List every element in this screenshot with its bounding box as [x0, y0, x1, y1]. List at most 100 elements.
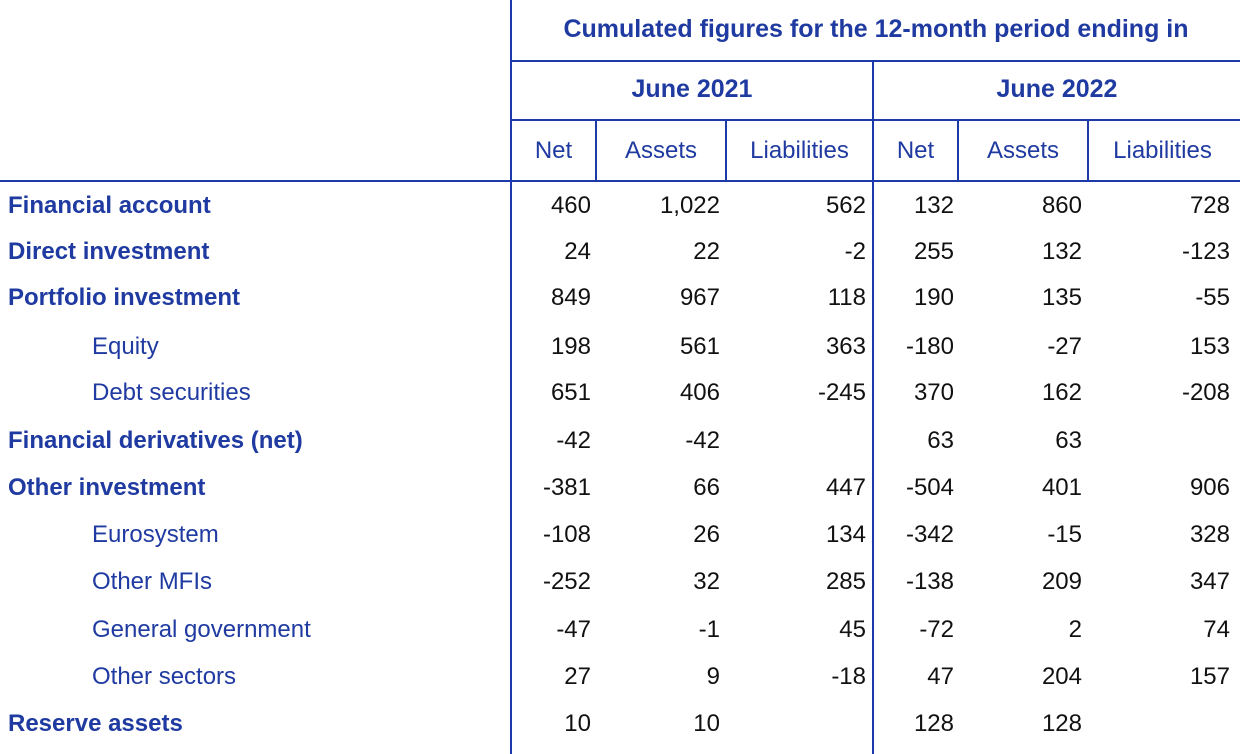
cell-value: -42	[685, 427, 720, 454]
cell-value: 401	[1041, 474, 1082, 501]
cell-value: 190	[913, 284, 954, 311]
col-liabilities-2022: Liabilities	[1113, 137, 1212, 164]
cell-value: -1	[698, 616, 720, 643]
cell-value: 22	[693, 238, 720, 265]
cell-value: 27	[564, 663, 591, 690]
cell-value: 906	[1189, 474, 1230, 501]
cell-value: 2	[1068, 616, 1082, 643]
cell-value: 860	[1041, 192, 1082, 219]
cell-value: 128	[1041, 710, 1082, 737]
cell-value: -108	[542, 521, 591, 548]
cell-value: 45	[839, 616, 866, 643]
cell-value: 153	[1189, 333, 1230, 360]
cell-value: 134	[825, 521, 866, 548]
col-assets-2022: Assets	[986, 137, 1060, 164]
row-label: Other sectors	[92, 663, 237, 690]
row-label: Reserve assets	[8, 710, 183, 737]
row-label: Equity	[92, 333, 159, 360]
cell-value: 849	[550, 284, 591, 311]
table-row: Equity 198 561 363 -180 -27 153	[0, 324, 1240, 370]
table-row: General government -47 -1 45 -72 2 74	[0, 607, 1240, 653]
cell-value: 255	[913, 238, 954, 265]
cell-value: -504	[905, 474, 954, 501]
cell-value: -18	[831, 663, 866, 690]
rule-under-title	[510, 60, 1240, 62]
table-row: Financial account 460 1,022 562 132 860 728	[0, 183, 1240, 229]
row-label: General government	[92, 616, 311, 643]
cell-value: 63	[927, 427, 954, 454]
rule-under-columns	[0, 180, 1240, 182]
row-label: Financial account	[8, 192, 211, 219]
row-label: Other MFIs	[92, 568, 213, 595]
cell-value: 967	[679, 284, 720, 311]
cell-value: -342	[905, 521, 954, 548]
cell-value: 24	[564, 238, 591, 265]
cell-value: -245	[817, 379, 866, 406]
rule-period-divider	[872, 60, 874, 754]
cell-value: 447	[825, 474, 866, 501]
rule-left-header	[510, 0, 512, 754]
cell-value: -123	[1181, 238, 1230, 265]
table-row: Portfolio investment 849 967 118 190 135 -55	[0, 275, 1240, 321]
row-label: Other investment	[8, 474, 206, 501]
cell-value: 328	[1189, 521, 1230, 548]
cell-value: 132	[913, 192, 954, 219]
cell-value: -138	[905, 568, 954, 595]
cell-value: 561	[679, 333, 720, 360]
table-row: Reserve assets 10 10 128 128	[0, 701, 1240, 747]
row-label: Direct investment	[8, 238, 210, 265]
cell-value: 198	[550, 333, 591, 360]
rule-sub-1	[595, 120, 597, 182]
cell-value: 285	[825, 568, 866, 595]
rule-sub-2	[725, 120, 727, 182]
col-net-2022: Net	[896, 137, 935, 164]
row-label: Portfolio investment	[8, 284, 241, 311]
table-row: Other investment -381 66 447 -504 401 906	[0, 465, 1240, 511]
cell-value: 66	[693, 474, 720, 501]
rule-sub-4	[957, 120, 959, 182]
cell-value: -42	[556, 427, 591, 454]
cell-value: 128	[913, 710, 954, 737]
cell-value: 347	[1189, 568, 1230, 595]
cell-value: 204	[1041, 663, 1082, 690]
cell-value: 209	[1041, 568, 1082, 595]
rule-under-periods	[510, 119, 1240, 121]
table-title: Cumulated figures for the 12-month perio…	[563, 15, 1189, 43]
cell-value: -252	[542, 568, 591, 595]
period-june-2022: June 2022	[996, 75, 1118, 103]
cell-value: -15	[1047, 521, 1082, 548]
row-label: Eurosystem	[92, 521, 219, 548]
table-row: Financial derivatives (net) -42 -42 63 63	[0, 418, 1240, 464]
cell-value: 26	[693, 521, 720, 548]
table-row: Direct investment 24 22 -2 255 132 -123	[0, 229, 1240, 275]
cell-value: 460	[550, 192, 591, 219]
cell-value: 118	[827, 284, 866, 311]
cell-value: 162	[1041, 379, 1082, 406]
cell-value: 10	[693, 710, 720, 737]
cell-value: -381	[542, 474, 591, 501]
table-row: Eurosystem -108 26 134 -342 -15 328	[0, 512, 1240, 558]
cell-value: 9	[706, 663, 720, 690]
cell-value: 135	[1041, 284, 1082, 311]
cell-value: -55	[1195, 284, 1230, 311]
cell-value: 1,022	[659, 192, 720, 219]
col-liabilities-2021: Liabilities	[750, 137, 849, 164]
cell-value: 651	[550, 379, 591, 406]
cell-value: 728	[1189, 192, 1230, 219]
cell-value: 363	[825, 333, 866, 360]
cell-value: 47	[927, 663, 954, 690]
table-row: Debt securities 651 406 -245 370 162 -208	[0, 370, 1240, 416]
cell-value: 10	[564, 710, 591, 737]
cell-value: 157	[1189, 663, 1230, 690]
col-net-2021: Net	[534, 137, 573, 164]
row-label: Debt securities	[92, 379, 251, 406]
cell-value: 562	[825, 192, 866, 219]
cell-value: 63	[1055, 427, 1082, 454]
cell-value: -180	[905, 333, 954, 360]
cell-value: -208	[1181, 379, 1230, 406]
cell-value: 370	[913, 379, 954, 406]
cell-value: 406	[679, 379, 720, 406]
period-june-2021: June 2021	[631, 75, 753, 103]
cell-value: 132	[1041, 238, 1082, 265]
